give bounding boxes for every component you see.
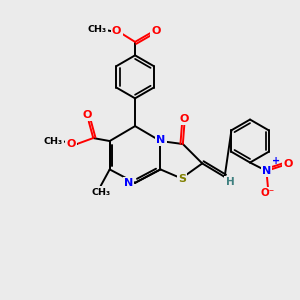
Text: N: N [262, 166, 271, 176]
Text: H: H [226, 177, 234, 187]
Text: CH₃: CH₃ [87, 26, 106, 34]
Text: O: O [151, 26, 161, 36]
Text: +: + [272, 156, 280, 166]
Text: O: O [67, 139, 76, 149]
Text: CH₃: CH₃ [44, 136, 62, 146]
Text: S: S [178, 174, 186, 184]
Text: CH₃: CH₃ [91, 188, 110, 197]
Text: O: O [82, 110, 92, 120]
Text: N: N [124, 178, 133, 188]
Text: N: N [156, 134, 166, 145]
Text: O: O [180, 114, 189, 124]
Text: O: O [112, 26, 121, 36]
Text: O⁻: O⁻ [261, 188, 275, 198]
Text: O: O [284, 159, 293, 169]
